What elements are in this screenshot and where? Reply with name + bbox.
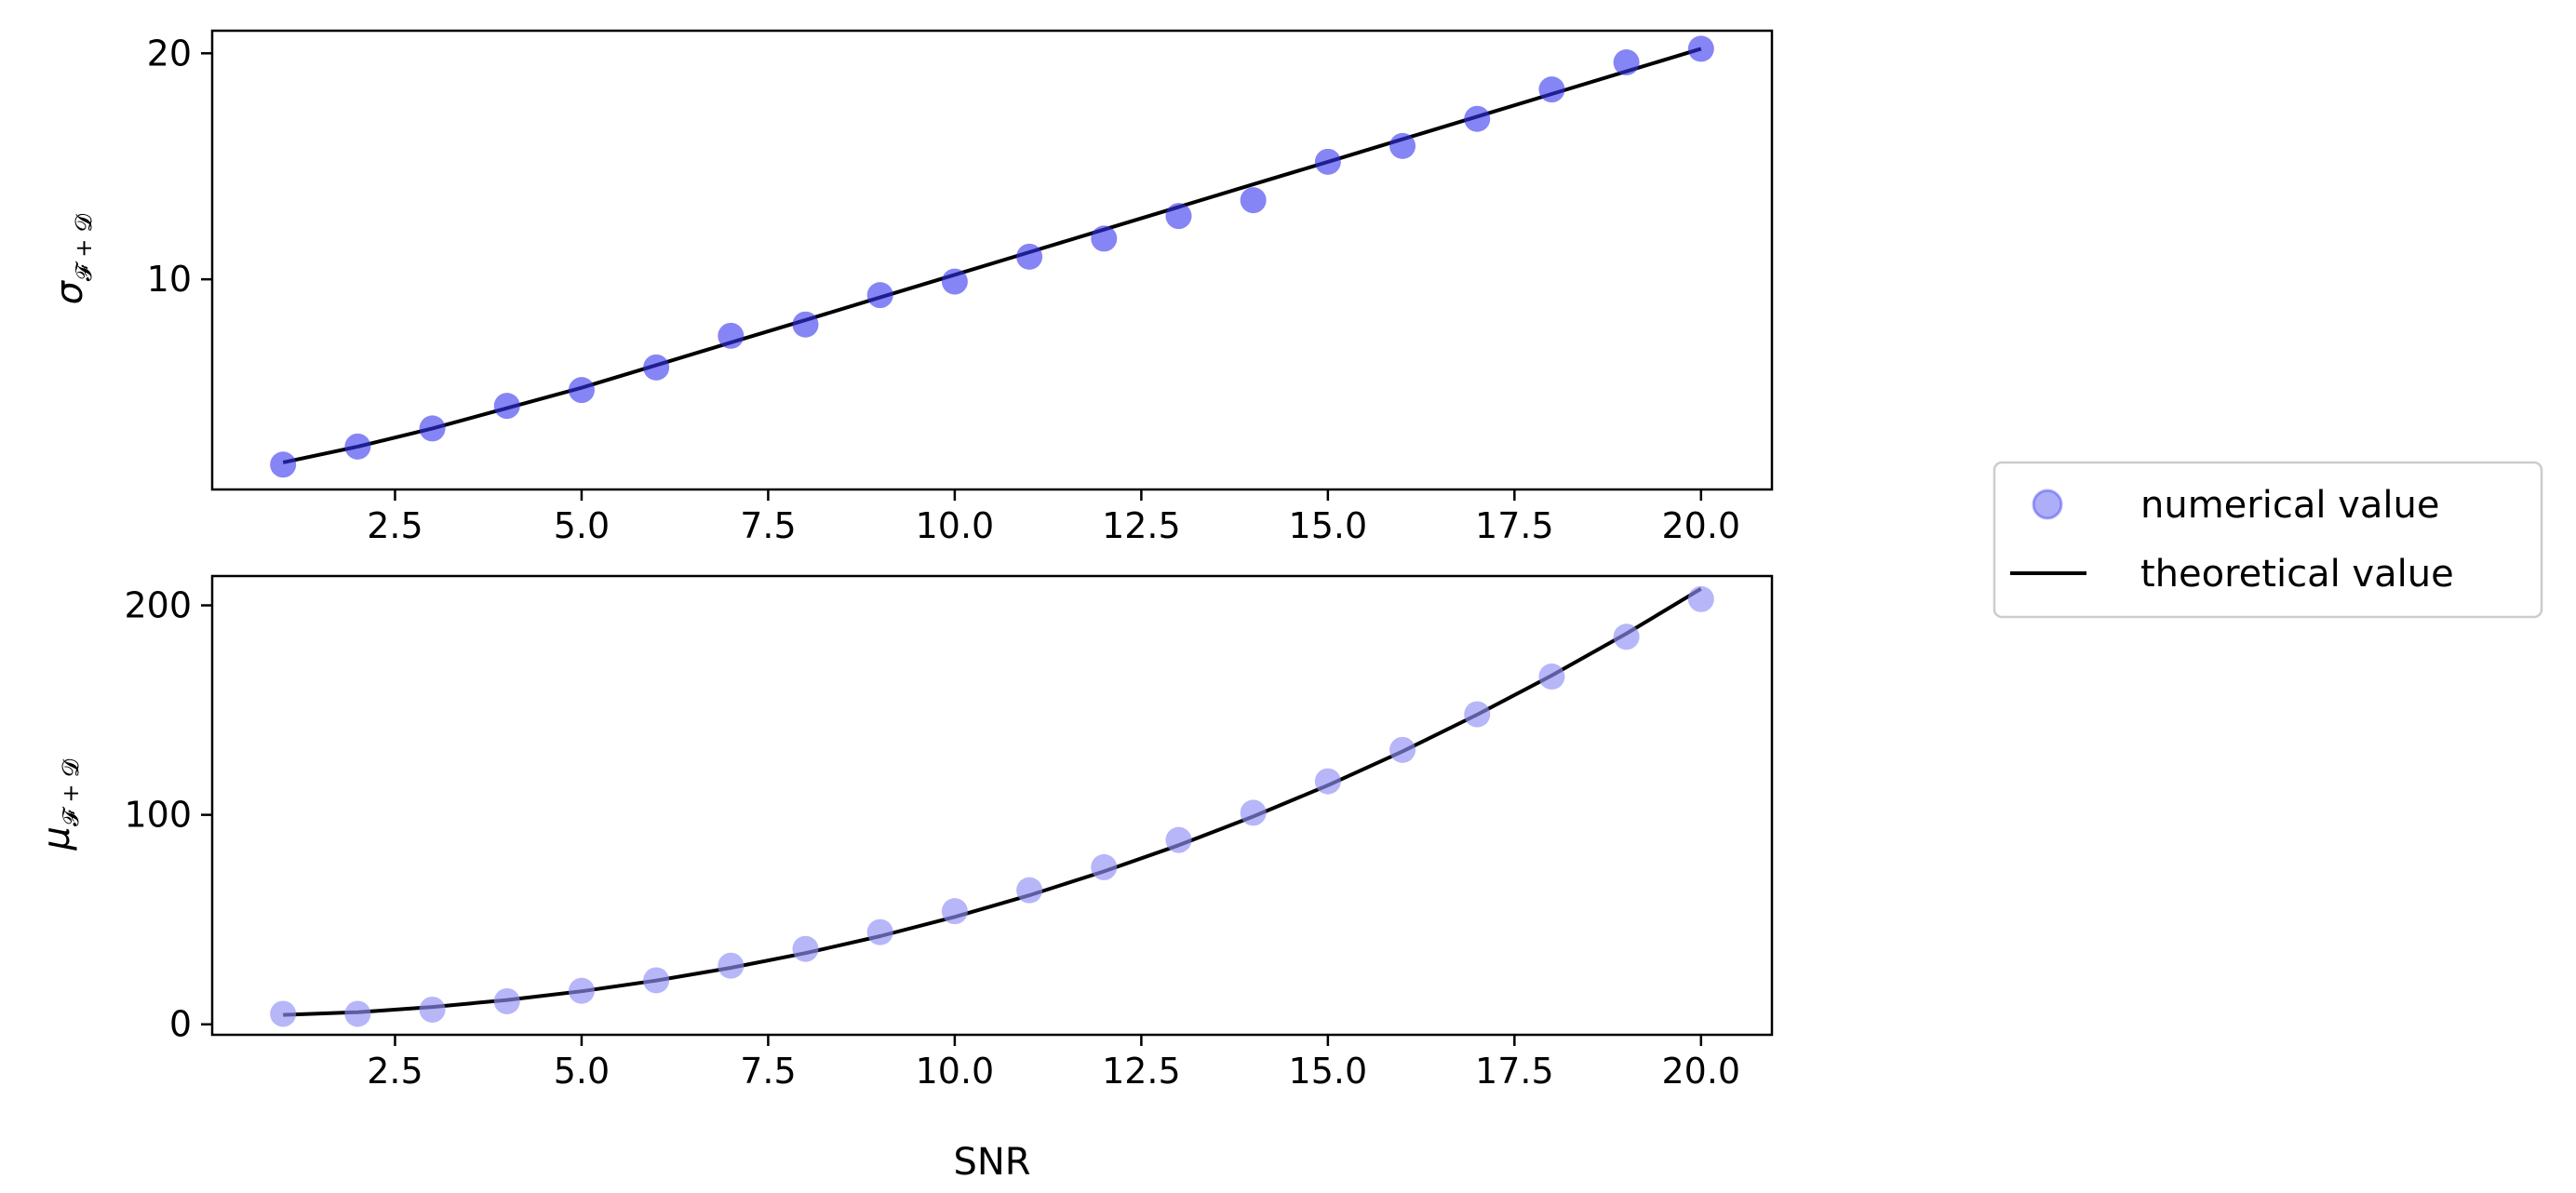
bottom-data-point xyxy=(1464,701,1491,728)
top-ylabel-main: σ xyxy=(48,279,91,304)
top-data-point xyxy=(568,377,595,404)
bottom-data-point xyxy=(1314,768,1341,795)
bottom-data-point xyxy=(718,952,745,979)
top-xticks: 2.5 5.0 7.5 10.0 12.5 15.0 17.5 20.0 xyxy=(367,489,1740,546)
bottom-xtick-label: 20.0 xyxy=(1662,1051,1741,1092)
bottom-xtick-label: 15.0 xyxy=(1289,1051,1368,1092)
top-xtick-label: 15.0 xyxy=(1289,505,1368,546)
top-data-point xyxy=(1091,225,1118,252)
top-xtick-label: 20.0 xyxy=(1662,505,1741,546)
top-xtick-label: 7.5 xyxy=(740,505,796,546)
bottom-xtick-label: 12.5 xyxy=(1102,1051,1181,1092)
bottom-line-layer xyxy=(283,586,1702,1017)
top-ylabel-sub: 𝓕 + 𝓓 xyxy=(71,213,97,281)
bottom-data-point xyxy=(941,898,968,925)
legend-frame xyxy=(1992,461,2543,619)
top-points-layer xyxy=(270,35,1714,478)
top-yticks: 10 20 xyxy=(147,33,212,300)
bottom-data-point xyxy=(270,1000,297,1027)
top-data-point xyxy=(643,354,670,381)
top-panel: 2.5 5.0 7.5 10.0 12.5 15.0 17.5 20.0 10 20 σ𝓕 + … xyxy=(48,29,1774,546)
legend-marker-numerical xyxy=(2032,489,2063,520)
bottom-ytick-label: 100 xyxy=(124,795,192,836)
top-data-point xyxy=(718,322,745,349)
top-data-point xyxy=(1314,148,1341,175)
top-data-point xyxy=(1165,203,1192,230)
top-data-point xyxy=(419,415,446,442)
bottom-xtick-label: 17.5 xyxy=(1475,1051,1554,1092)
top-data-point xyxy=(1016,243,1043,270)
top-xtick-label: 5.0 xyxy=(554,505,610,546)
bottom-data-point xyxy=(866,918,893,945)
bottom-data-point xyxy=(419,996,446,1023)
bottom-data-point xyxy=(1240,799,1267,826)
bottom-data-point xyxy=(1016,877,1043,904)
top-xtick-label: 2.5 xyxy=(367,505,423,546)
bottom-xtick-label: 10.0 xyxy=(916,1051,995,1092)
bottom-data-point xyxy=(1091,853,1118,880)
top-data-point xyxy=(1389,132,1416,159)
bottom-data-point xyxy=(1613,623,1640,650)
top-xtick-label: 12.5 xyxy=(1102,505,1181,546)
bottom-xticks: 2.5 5.0 7.5 10.0 12.5 15.0 17.5 20.0 xyxy=(367,1035,1740,1092)
bottom-ylabel-sub: 𝓕 + 𝓓 xyxy=(58,758,84,826)
bottom-data-point xyxy=(1538,664,1565,690)
bottom-panel: 2.5 5.0 7.5 10.0 12.5 15.0 17.5 20.0 0 100 200 μ𝓕… xyxy=(35,574,1774,1184)
top-xtick-label: 10.0 xyxy=(916,505,995,546)
top-ylabel: σ𝓕 + 𝓓 xyxy=(48,213,97,304)
top-data-point xyxy=(1687,35,1714,62)
bottom-data-point xyxy=(493,987,520,1014)
legend-label-numerical: numerical value xyxy=(2140,484,2439,527)
bottom-theoretical-line xyxy=(283,586,1702,1017)
legend: numerical value theoretical value xyxy=(1992,461,2543,619)
bottom-data-point xyxy=(792,935,819,962)
legend-label-theoretical: theoretical value xyxy=(2140,553,2454,596)
top-ytick-label: 10 xyxy=(147,259,192,300)
bottom-ytick-label: 200 xyxy=(124,585,192,626)
bottom-ytick-label: 0 xyxy=(169,1004,192,1045)
top-xtick-label: 17.5 xyxy=(1475,505,1554,546)
top-data-point xyxy=(792,311,819,338)
bottom-xlabel: SNR xyxy=(953,1141,1030,1184)
top-plot-frame xyxy=(210,29,1774,491)
top-data-point xyxy=(1464,105,1491,132)
bottom-yticks: 0 100 200 xyxy=(124,585,212,1045)
top-data-point xyxy=(493,393,520,420)
top-data-point xyxy=(1240,187,1267,214)
bottom-ylabel: μ𝓕 + 𝓓 xyxy=(35,758,84,851)
bottom-xtick-label: 7.5 xyxy=(740,1051,796,1092)
top-data-point xyxy=(866,282,893,309)
bottom-data-point xyxy=(1687,585,1714,612)
top-ytick-label: 20 xyxy=(147,33,192,74)
top-data-point xyxy=(344,433,371,460)
bottom-data-point xyxy=(1165,826,1192,853)
bottom-data-point xyxy=(568,977,595,1004)
top-data-point xyxy=(1613,49,1640,75)
bottom-xtick-label: 5.0 xyxy=(554,1051,610,1092)
bottom-data-point xyxy=(643,967,670,994)
bottom-data-point xyxy=(1389,736,1416,763)
bottom-plot-frame xyxy=(210,574,1774,1037)
bottom-points-layer xyxy=(270,585,1714,1027)
top-data-point xyxy=(941,268,968,295)
bottom-data-point xyxy=(344,1000,371,1027)
top-data-point xyxy=(270,451,297,478)
bottom-ylabel-main: μ xyxy=(35,826,78,851)
bottom-xtick-label: 2.5 xyxy=(367,1051,423,1092)
top-data-point xyxy=(1538,76,1565,103)
